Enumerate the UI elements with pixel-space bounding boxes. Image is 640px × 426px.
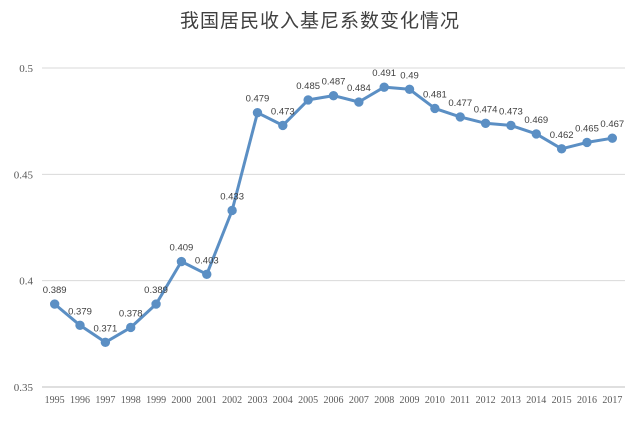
x-tick-label: 2013 (501, 395, 521, 406)
x-tick-label: 2011 (450, 395, 470, 406)
y-tick-label: 0.45 (14, 169, 34, 181)
chart-title: 我国居民收入基尼系数变化情况 (179, 10, 460, 32)
data-point (126, 322, 136, 333)
data-point (430, 103, 440, 114)
data-point (328, 90, 339, 101)
data-label: 0.462 (550, 130, 574, 141)
data-label: 0.389 (43, 285, 67, 296)
data-points (49, 82, 618, 348)
x-tick-label: 1995 (45, 395, 65, 406)
data-point (227, 205, 237, 216)
axes: 0.35 0.4 0.45 0.5 1995 1996 1997 1998 1999 2000 20… (14, 63, 625, 406)
data-label: 0.481 (423, 89, 447, 100)
data-label: 0.477 (448, 98, 472, 109)
x-tick-label: 2004 (273, 395, 293, 406)
gridlines (42, 67, 625, 282)
data-label: 0.479 (246, 94, 270, 105)
y-tick-label: 0.5 (19, 63, 33, 75)
data-point (506, 120, 516, 131)
data-point (379, 82, 389, 92)
data-point (480, 118, 491, 128)
x-tick-label: 2005 (298, 395, 318, 406)
data-label: 0.403 (195, 255, 219, 266)
x-tick-label: 2014 (526, 395, 546, 406)
x-tick-label: 2006 (324, 395, 344, 406)
data-point (176, 256, 187, 267)
x-tick-label: 1998 (121, 395, 141, 406)
data-point (354, 97, 364, 107)
data-point (75, 320, 85, 331)
x-tick-label: 2010 (425, 395, 445, 406)
x-tick-label: 2009 (400, 395, 420, 406)
data-label: 0.469 (524, 115, 548, 126)
data-label: 0.487 (322, 77, 346, 88)
x-tick-label: 2002 (222, 395, 242, 406)
data-label: 0.474 (474, 104, 498, 115)
data-point (404, 84, 415, 94)
data-label: 0.371 (93, 323, 117, 334)
data-point (278, 120, 288, 131)
y-tick-label: 0.35 (14, 382, 34, 394)
data-point (49, 299, 60, 309)
data-label: 0.49 (400, 70, 419, 81)
data-point (607, 133, 618, 143)
x-tick-label: 2007 (349, 395, 369, 406)
data-label: 0.409 (170, 243, 194, 254)
data-label: 0.491 (372, 68, 396, 79)
x-tick-label: 1997 (95, 395, 115, 406)
x-tick-label: 1999 (146, 395, 166, 406)
x-tick-label: 1996 (70, 395, 90, 406)
data-point (556, 144, 567, 154)
x-tick-label: 2017 (602, 395, 622, 406)
x-tick-label: 2016 (577, 395, 597, 406)
x-tick-label: 2000 (171, 395, 191, 406)
data-point (202, 269, 212, 279)
data-point (100, 337, 111, 348)
x-tick-label: 2015 (552, 395, 572, 406)
data-label: 0.465 (575, 123, 599, 134)
y-tick-label: 0.4 (19, 276, 33, 288)
x-tick-label: 2012 (476, 395, 496, 406)
data-labels: 0.3890.3790.3710.3780.3890.4090.4030.433… (43, 68, 624, 334)
data-point (151, 299, 161, 309)
data-label: 0.433 (220, 191, 244, 202)
data-label: 0.379 (68, 306, 92, 317)
x-tick-label: 2001 (197, 395, 217, 406)
data-label: 0.484 (347, 83, 371, 94)
data-point (531, 129, 541, 139)
data-point (582, 137, 592, 148)
x-tick-label: 2003 (247, 395, 267, 406)
data-label: 0.473 (271, 106, 295, 117)
data-label: 0.473 (499, 106, 523, 117)
data-label: 0.485 (296, 81, 320, 92)
data-label: 0.389 (144, 285, 168, 296)
data-point (455, 112, 465, 122)
data-point (252, 107, 263, 118)
data-point (303, 95, 313, 105)
data-label: 0.378 (119, 308, 143, 319)
x-tick-label: 2008 (374, 395, 394, 406)
data-label: 0.467 (600, 119, 624, 130)
